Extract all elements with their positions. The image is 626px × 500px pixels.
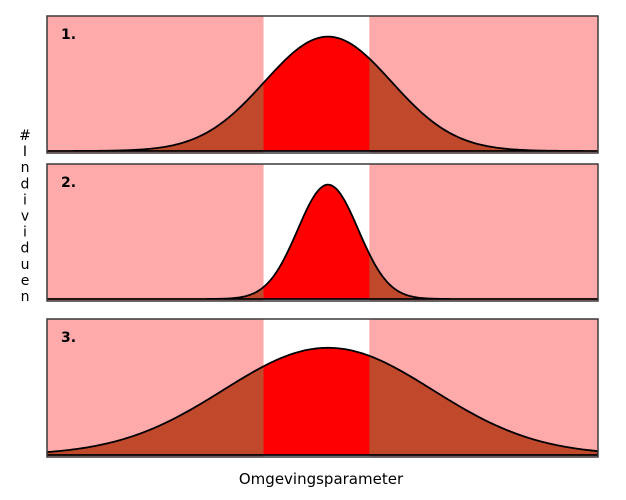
x-axis-label: Omgevingsparameter (239, 470, 404, 488)
y-axis-label-char: v (21, 209, 29, 225)
y-axis-label-char: i (23, 192, 27, 208)
panels: 1. 2. 3. (46, 15, 599, 458)
panel-frame (46, 163, 599, 302)
panel-label: 2. (61, 175, 76, 191)
y-axis-label-char: n (21, 289, 30, 305)
population-curve-outline (47, 35, 598, 152)
y-axis-label-char: # (19, 128, 31, 144)
panel-frame (46, 318, 599, 458)
y-axis-label-char: d (21, 241, 30, 257)
y-axis-label-char: u (21, 257, 30, 273)
population-curve-outline (47, 346, 598, 456)
y-axis-label-char: I (23, 144, 27, 160)
population-curve-inside (263, 36, 370, 151)
panel-3: 3. (46, 318, 599, 458)
population-curve-outline (47, 183, 598, 300)
y-axis-label-char: d (21, 176, 30, 192)
panel-label: 1. (61, 27, 76, 43)
panel-label: 3. (61, 330, 76, 346)
population-curve-inside (263, 347, 370, 455)
panel-2: 2. (46, 163, 599, 302)
y-axis-label-char: e (21, 273, 30, 289)
y-axis-label-char: n (21, 160, 30, 176)
population-curve-inside (263, 184, 370, 299)
y-axis-label-char: i (23, 225, 27, 241)
panel-frame (46, 15, 599, 154)
panel-1: 1. (46, 15, 599, 154)
